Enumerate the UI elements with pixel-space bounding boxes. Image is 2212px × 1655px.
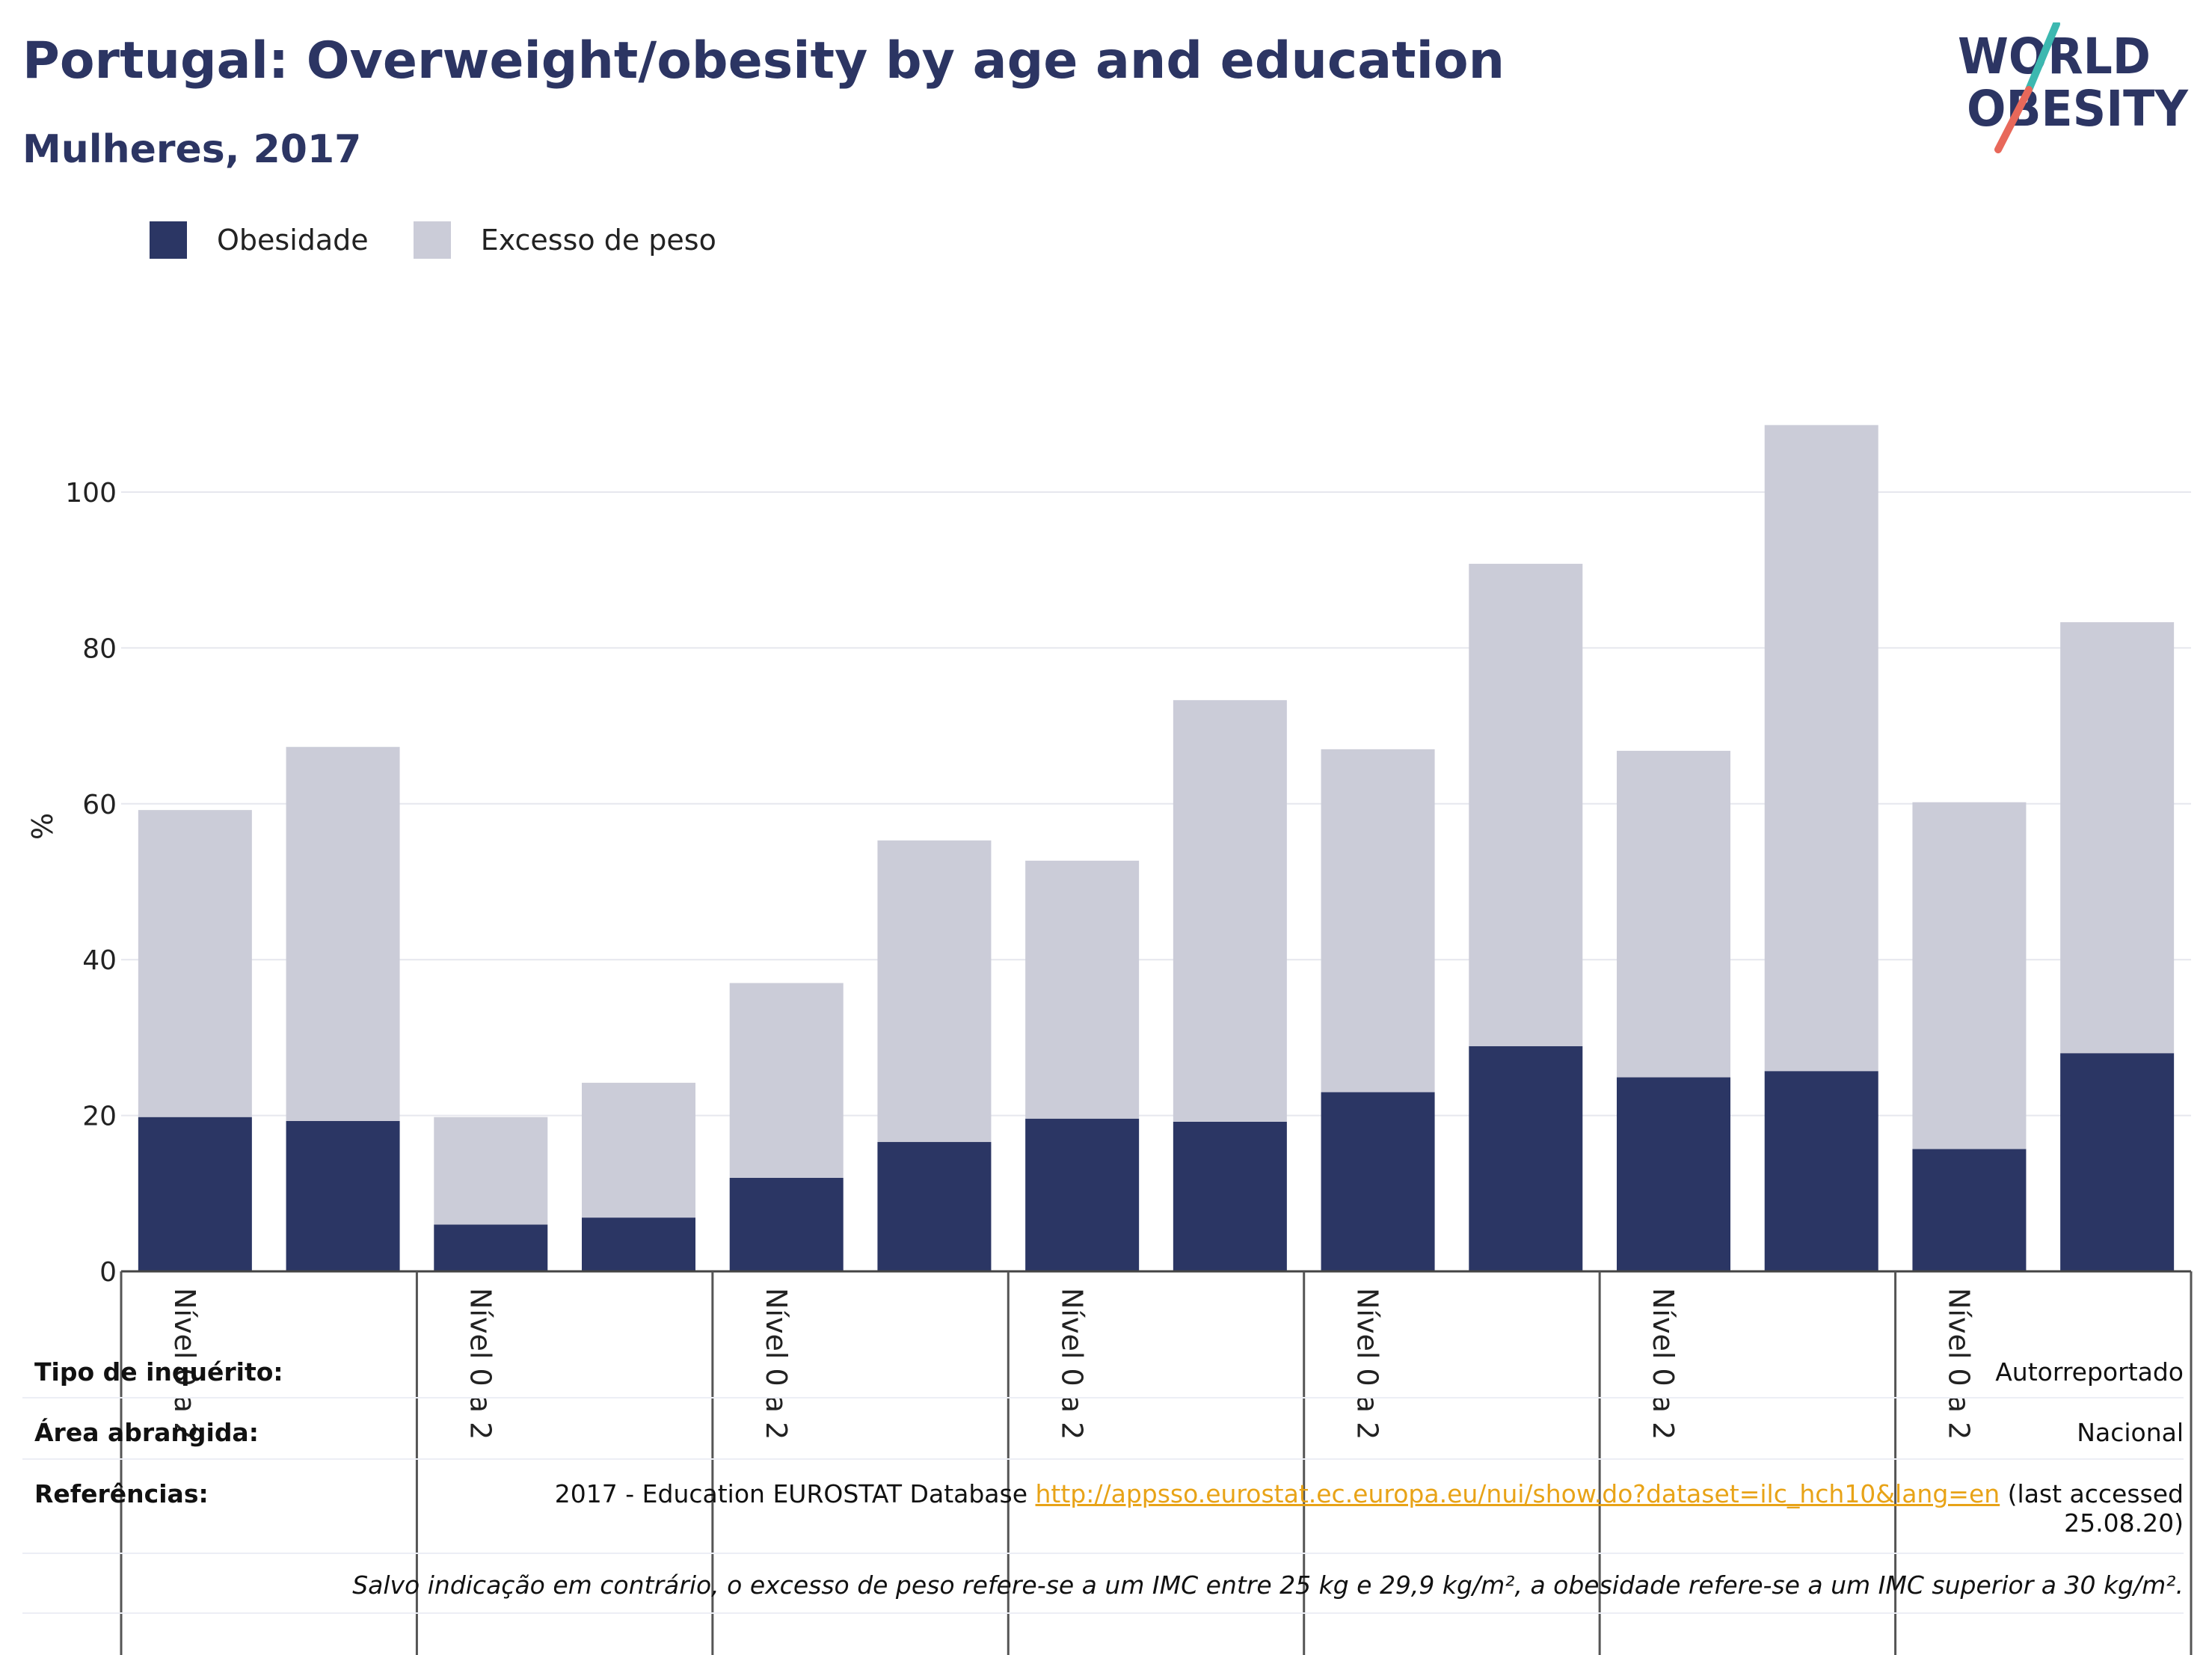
legend-item-obesidade[interactable]: Obesidade (150, 221, 369, 259)
bar-excesso-de-peso (2060, 622, 2175, 1054)
bar-excesso-de-peso (1321, 749, 1435, 1093)
info-divider (22, 1612, 2184, 1614)
info-divider (22, 1553, 2184, 1554)
bar-obesidade (1617, 1077, 1730, 1271)
survey-type-value: Autorreportado (1995, 1357, 2184, 1387)
legend-swatch-obesidade (150, 221, 187, 259)
bar-obesidade (1469, 1045, 1583, 1271)
bar-obesidade (434, 1224, 548, 1271)
x-group-label: Nível 0 a 2 (1055, 1288, 1088, 1440)
chart-title: Portugal: Overweight/obesity by age and … (22, 31, 1505, 90)
bar-excesso-de-peso (138, 810, 252, 1117)
bar-obesidade (286, 1120, 400, 1271)
y-tick-label: 80 (82, 633, 117, 664)
bar-excesso-de-peso (1025, 860, 1140, 1119)
x-group-label: Nível 0 a 2 (1351, 1288, 1384, 1440)
bar-excesso-de-peso (1469, 563, 1583, 1046)
references-suffix: (last accessed (2000, 1479, 2184, 1508)
references-value: 2017 - Education EUROSTAT Database http:… (555, 1479, 2184, 1538)
legend-label-excesso-de-peso: Excesso de peso (480, 224, 716, 257)
bar-excesso-de-peso (729, 983, 844, 1178)
references-label: Referências: (34, 1479, 209, 1508)
info-divider (22, 1458, 2184, 1460)
bar-excesso-de-peso (582, 1082, 695, 1218)
legend: Obesidade Excesso de peso (150, 221, 761, 259)
survey-type-label: Tipo de inquérito: (34, 1357, 283, 1387)
bar-obesidade (877, 1142, 992, 1271)
world-obesity-logo: WORLD OBESITY (1958, 22, 2189, 153)
y-tick-label: 40 (82, 945, 117, 976)
bar-excesso-de-peso (1617, 750, 1730, 1078)
bar-obesidade (1025, 1118, 1140, 1271)
bar-excesso-de-peso (434, 1117, 548, 1225)
y-tick-label: 100 (65, 478, 117, 509)
y-tick-label: 0 (99, 1257, 117, 1288)
bar-obesidade (1173, 1121, 1287, 1271)
bar-excesso-de-peso (286, 746, 400, 1121)
area-label: Área abrangida: (34, 1418, 259, 1447)
info-divider (22, 1397, 2184, 1398)
bar-obesidade (1912, 1149, 2027, 1271)
x-group-label: Nível 0 a 2 (760, 1288, 793, 1440)
y-tick-label: 20 (82, 1102, 117, 1132)
logo-slash-top (2025, 22, 2060, 93)
y-tick-label: 60 (82, 790, 117, 820)
definition-note: Salvo indicação em contrário, o excesso … (352, 1570, 2184, 1600)
references-link[interactable]: http://appsso.eurostat.ec.europa.eu/nui/… (1035, 1479, 2000, 1508)
y-axis-label: % (26, 813, 59, 840)
bar-excesso-de-peso (1173, 700, 1287, 1122)
info-table: Tipo de inquérito: Autorreportado Área a… (22, 1339, 2184, 1623)
references-text: 2017 - Education EUROSTAT Database (554, 1479, 1036, 1508)
x-group-label: Nível 0 a 2 (1647, 1288, 1680, 1440)
bar-obesidade (2060, 1053, 2175, 1271)
references-date: 25.08.20) (2064, 1508, 2184, 1538)
bar-excesso-de-peso (877, 840, 992, 1143)
bar-obesidade (138, 1117, 252, 1271)
bar-obesidade (729, 1177, 844, 1271)
x-group-label: Nível 0 a 2 (168, 1288, 201, 1440)
x-group-label: Nível 0 a 2 (464, 1288, 497, 1440)
legend-label-obesidade: Obesidade (217, 224, 369, 257)
chart-subtitle: Mulheres, 2017 (22, 127, 362, 172)
bar-excesso-de-peso (1764, 425, 1878, 1072)
logo-line-2: OBESITY (1967, 80, 2189, 138)
bar-excesso-de-peso (1912, 802, 2027, 1149)
x-group-label: Nível 0 a 2 (1943, 1288, 1976, 1440)
bar-obesidade (582, 1218, 695, 1271)
bar-obesidade (1764, 1071, 1878, 1271)
area-value: Nacional (2077, 1418, 2184, 1447)
legend-item-excesso-de-peso[interactable]: Excesso de peso (413, 221, 716, 259)
legend-swatch-excesso-de-peso (413, 221, 451, 259)
logo-slash-bottom (1994, 86, 2033, 153)
bar-obesidade (1321, 1092, 1435, 1271)
